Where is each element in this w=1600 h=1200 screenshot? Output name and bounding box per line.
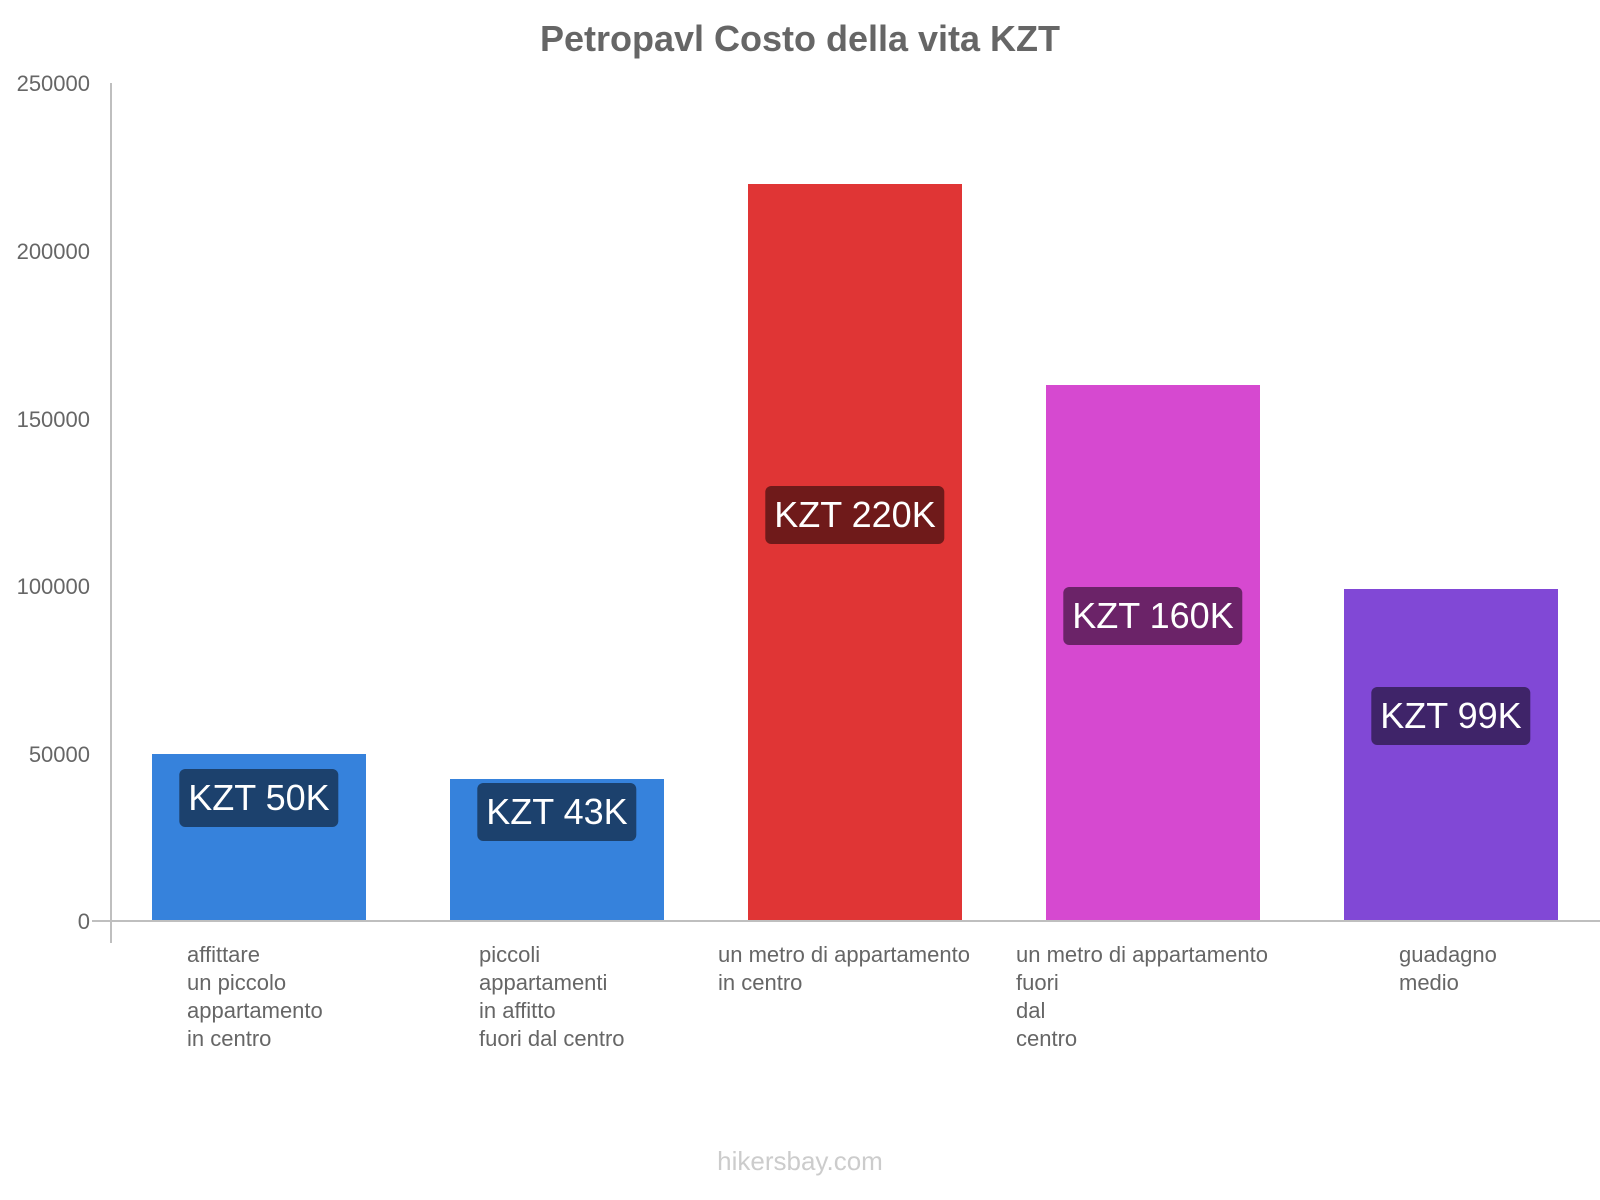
y-tick-200000: 200000 [16,239,90,264]
x-category-label: un metro di appartamento in centro [718,942,970,995]
y-axis [110,83,112,943]
x-axis [92,920,1600,922]
y-tick-100000: 100000 [16,574,90,599]
bar-value-label: KZT 99K [1371,687,1531,745]
bar-value-label: KZT 220K [765,486,945,544]
y-tick-50000: 50000 [28,742,90,767]
bar-value-label: KZT 160K [1063,587,1243,645]
y-tick-150000: 150000 [16,407,90,432]
footer-watermark: hikersbay.com [717,1146,883,1176]
x-category-label: un metro di appartamento fuori dal centr… [1016,942,1268,1051]
bar-sqm-center [748,184,962,921]
y-tick-0: 0 [77,909,90,934]
x-category-label: piccoli appartamenti in affitto fuori da… [479,942,625,1051]
bar-value-label: KZT 50K [179,769,339,827]
bar-sqm-outside [1046,385,1260,921]
chart-title: Petropavl Costo della vita KZT [539,18,1061,59]
bar-value-label: KZT 43K [477,783,637,841]
bar-average-salary [1344,589,1558,921]
y-tick-250000: 250000 [16,71,90,96]
x-category-label: guadagno medio [1399,942,1497,995]
x-category-label: affittare un piccolo appartamento in cen… [187,942,323,1051]
